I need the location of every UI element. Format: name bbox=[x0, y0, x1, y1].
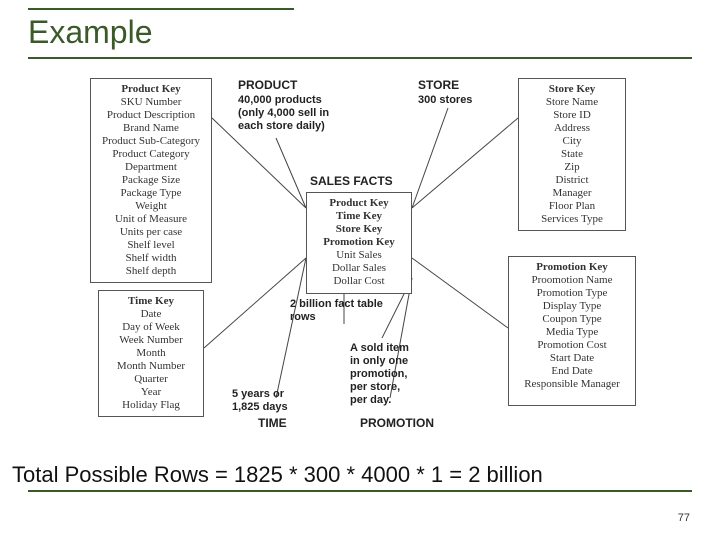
total-rows-text: Total Possible Rows = 1825 * 300 * 4000 … bbox=[12, 462, 712, 488]
store-label: STORE bbox=[418, 78, 459, 92]
fact-note: 2 billion fact tablerows bbox=[290, 298, 410, 324]
product-label: PRODUCT bbox=[238, 78, 297, 92]
product-dimension-box: Product KeySKU NumberProduct Description… bbox=[90, 78, 212, 283]
promotion-dimension-box: Promotion KeyProomotion NamePromotion Ty… bbox=[508, 256, 636, 406]
promotion-note: A sold itemin only onepromotion,per stor… bbox=[350, 342, 435, 407]
title-bottom-rule bbox=[28, 57, 692, 59]
store-note: 300 stores bbox=[418, 94, 498, 107]
title-block: Example bbox=[28, 8, 692, 59]
page-title: Example bbox=[28, 10, 692, 57]
star-schema-diagram: Product KeySKU NumberProduct Description… bbox=[40, 78, 680, 448]
product-note: 40,000 products(only 4,000 sell ineach s… bbox=[238, 94, 348, 133]
time-label: TIME bbox=[258, 416, 287, 430]
bottom-rule bbox=[28, 490, 692, 492]
promotion-label: PROMOTION bbox=[360, 416, 434, 430]
fact-table-box: Product KeyTime KeyStore KeyPromotion Ke… bbox=[306, 192, 412, 294]
time-dimension-box: Time KeyDateDay of WeekWeek NumberMonthM… bbox=[98, 290, 204, 417]
store-dimension-box: Store KeyStore NameStore IDAddressCitySt… bbox=[518, 78, 626, 231]
time-note: 5 years or1,825 days bbox=[232, 388, 312, 414]
sales-facts-label: SALES FACTS bbox=[310, 174, 393, 188]
page-number: 77 bbox=[678, 512, 690, 524]
